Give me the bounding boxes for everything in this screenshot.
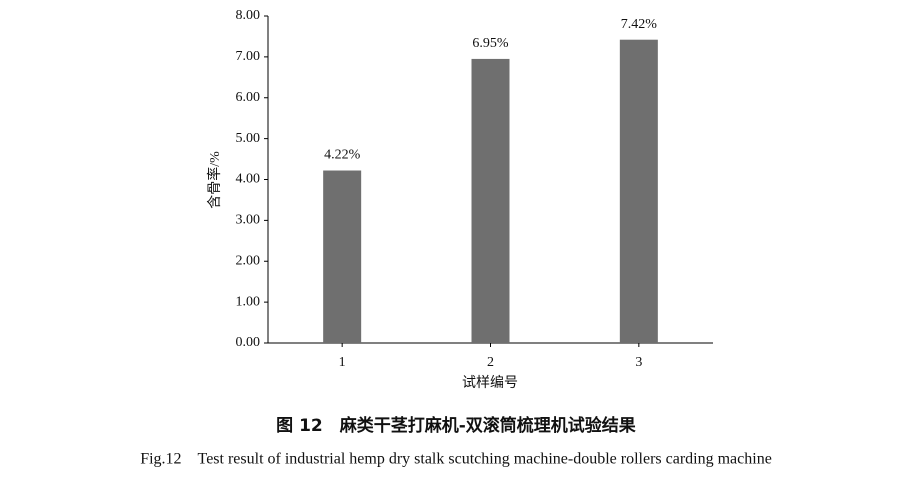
value-label: 4.22% [324, 148, 361, 163]
y-tick-label: 0.00 [236, 335, 261, 350]
y-tick-label: 5.00 [236, 131, 261, 146]
x-tick-label: 3 [635, 355, 642, 370]
bar [323, 170, 362, 343]
x-tick-label: 2 [487, 355, 494, 370]
bar [471, 58, 510, 343]
y-tick-label: 4.00 [236, 172, 261, 187]
x-axis-label: 试样编号 [462, 375, 518, 391]
y-tick-label: 2.00 [236, 253, 261, 268]
chart-title: 图 12 麻类干茎打麻机-双滚筒梳理机试验结果 [276, 415, 636, 436]
y-tick-label: 8.00 [236, 8, 261, 23]
y-tick-label: 7.00 [236, 49, 261, 64]
y-tick-label: 3.00 [236, 213, 261, 228]
x-tick-label: 1 [339, 355, 346, 370]
chart-subtitle: Fig.12 Test result of industrial hemp dr… [140, 451, 772, 468]
y-tick-label: 1.00 [236, 294, 261, 309]
value-label: 7.42% [621, 17, 658, 32]
y-axis-label: 含骨率/% [206, 151, 223, 209]
value-label: 6.95% [472, 36, 509, 51]
bar [619, 39, 658, 344]
y-tick-label: 6.00 [236, 90, 261, 105]
